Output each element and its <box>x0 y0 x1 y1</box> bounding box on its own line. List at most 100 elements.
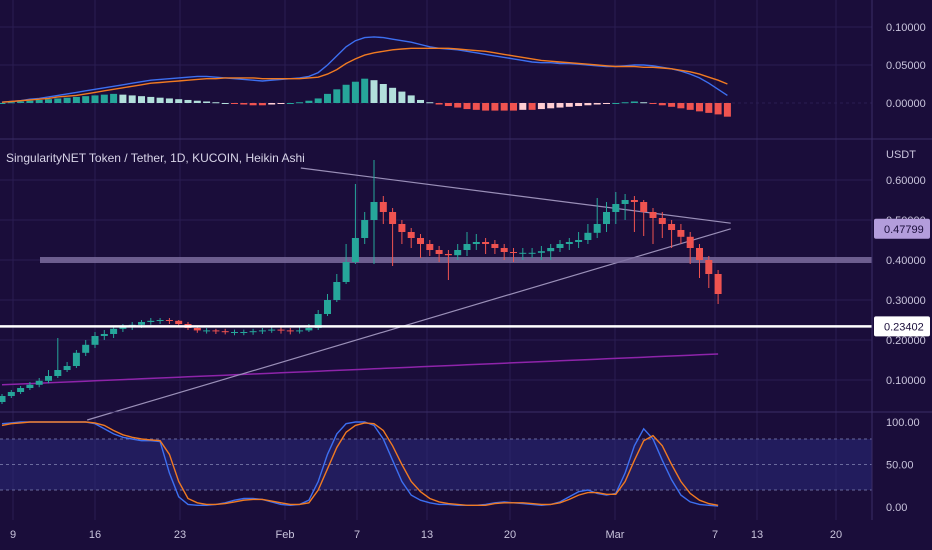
candle-body <box>26 384 34 388</box>
histogram-bar <box>500 103 508 111</box>
histogram-bar <box>138 96 145 103</box>
candle-body <box>221 331 229 333</box>
candle-body <box>110 328 118 334</box>
candle-body <box>696 248 703 260</box>
candle-body <box>0 396 6 402</box>
histogram-bar <box>612 103 620 104</box>
candle-body <box>668 224 676 230</box>
histogram-bar <box>584 103 592 106</box>
histogram-bar <box>417 99 424 103</box>
histogram-bar <box>175 99 183 103</box>
histogram-bar <box>389 87 397 103</box>
stochastic-k-line <box>1 421 719 507</box>
histogram-bar <box>705 103 713 113</box>
candle-body <box>333 282 341 300</box>
histogram-bar <box>240 103 248 105</box>
histogram-bar <box>231 103 238 104</box>
candle-body <box>630 200 638 202</box>
histogram-bar <box>491 103 499 111</box>
histogram-bar <box>91 95 99 103</box>
stochastic-tick-label: 100.00 <box>886 417 920 429</box>
histogram-bar <box>286 103 294 104</box>
histogram-bar <box>100 94 108 103</box>
stochastic-band <box>0 439 872 490</box>
histogram-bar <box>156 97 164 103</box>
unit-label: USDT <box>886 149 916 161</box>
histogram-bar <box>696 103 703 112</box>
histogram-bar <box>723 103 731 117</box>
histogram-bar <box>45 99 52 103</box>
histogram-bar <box>110 93 118 103</box>
candle-body <box>575 240 583 242</box>
candle-body <box>72 352 80 366</box>
price-scale: USDT 0.100000.050000.000000.600000.50000… <box>874 22 930 514</box>
candle-body <box>463 244 471 250</box>
candle-body <box>407 232 415 238</box>
candle-body <box>240 332 248 333</box>
histogram-bar <box>351 81 359 103</box>
histogram-bar <box>640 102 648 104</box>
candle-body <box>258 330 266 332</box>
histogram-bar <box>314 98 322 103</box>
candle-body <box>63 366 71 370</box>
current-price-tag-label: 0.47799 <box>884 224 924 236</box>
histogram-bar <box>575 103 583 107</box>
histogram-bar <box>72 96 80 103</box>
histogram-bar <box>649 103 657 104</box>
candle-body <box>193 328 201 331</box>
candle-body <box>389 212 397 224</box>
candle-body <box>7 392 15 396</box>
histogram-bar <box>82 96 90 103</box>
candle-body <box>621 200 629 204</box>
candle-body <box>510 252 517 253</box>
current-price-tag <box>874 218 930 239</box>
candle-body <box>584 232 592 240</box>
histogram-bar <box>463 103 471 110</box>
histogram-bar <box>519 103 527 110</box>
candle-body <box>268 329 276 331</box>
histogram-bar <box>714 103 722 115</box>
price-tick-label: 0.20000 <box>886 335 926 347</box>
candle-body <box>612 204 620 212</box>
histogram-bar <box>379 84 387 103</box>
candle-body <box>342 262 350 282</box>
candle-body <box>370 202 378 220</box>
histogram-bar <box>249 103 257 106</box>
candle-body <box>286 330 294 332</box>
price-tick-label: 0.60000 <box>886 175 926 187</box>
candle-body <box>556 244 564 248</box>
histogram-bar <box>658 103 666 106</box>
histogram-bar <box>603 103 610 104</box>
x-tick-label: 16 <box>89 529 101 541</box>
price-pane: SingularityNET Token / Tether, 1D, KUCOI… <box>0 151 872 421</box>
signal-line <box>1 47 728 103</box>
candle-body <box>305 328 313 331</box>
histogram-bar <box>510 103 517 111</box>
candle-body <box>519 252 527 254</box>
support-price-tag-label: 0.23402 <box>884 321 924 333</box>
histogram-bar <box>17 101 25 103</box>
histogram-bar <box>686 103 694 110</box>
histogram-bar <box>668 103 676 107</box>
histogram-bar <box>54 98 62 103</box>
histogram-bar <box>677 103 685 109</box>
histogram-bar <box>212 102 220 104</box>
candle-body <box>351 238 359 262</box>
histogram-bar <box>324 93 331 103</box>
histogram-bar <box>361 78 369 103</box>
moving-average-line <box>1 353 719 386</box>
histogram-bar <box>621 102 629 104</box>
candle-body <box>249 331 257 333</box>
candle-body <box>454 250 462 256</box>
histogram-bar <box>221 103 229 104</box>
candle-body <box>231 332 238 333</box>
histogram-bar <box>528 103 536 110</box>
candle-body <box>537 251 545 253</box>
candle-body <box>435 250 443 254</box>
candle-body <box>705 260 713 274</box>
x-tick-label: 20 <box>504 529 516 541</box>
stochastic-d-line <box>1 421 719 506</box>
histogram-bar <box>435 103 443 105</box>
histogram-bar <box>537 103 545 110</box>
